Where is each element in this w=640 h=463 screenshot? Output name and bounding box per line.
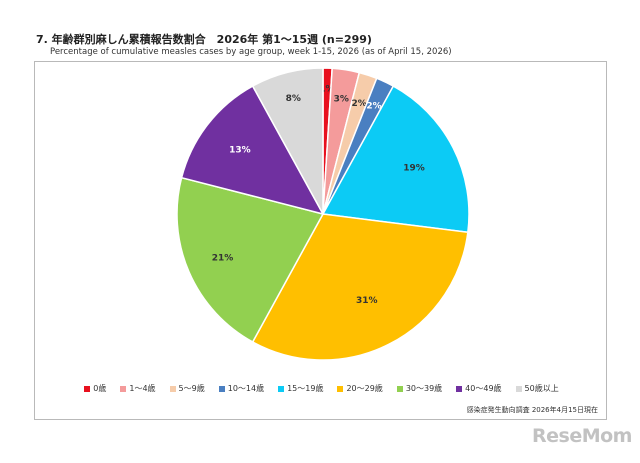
- legend-label: 30～39歳: [405, 384, 443, 393]
- pie-slice: [321, 85, 470, 234]
- legend-item: 5～9歳: [169, 383, 205, 394]
- legend-label: 0歳: [93, 384, 107, 393]
- legend-item: 40～49歳: [456, 383, 502, 394]
- legend-swatch: [84, 385, 91, 392]
- legend-swatch: [396, 385, 403, 392]
- pie-chart: 1%3% 2% 2%19%31%21%13%8%: [176, 67, 470, 361]
- legend-item: 30～39歳: [396, 383, 443, 394]
- pie-slice: [251, 213, 469, 361]
- chart-frame: 1% 3% 2% 2% 19% 31% 21% 13% 8% 0歳 1～4歳 5～9歳 10～14歳 1…: [34, 61, 607, 420]
- slice-label: 21%: [212, 253, 234, 263]
- chart-subtitle: Percentage of cumulative measles cases b…: [50, 47, 452, 57]
- legend-label: 10～14歳: [227, 384, 265, 393]
- chart-title: 7. 年齢群別麻しん累積報告数割合 2026年 第1～15週 (n=299): [36, 33, 372, 46]
- slice-label: 13%: [229, 146, 251, 156]
- slice-label: 8%: [286, 94, 301, 104]
- legend-item: 0歳: [84, 383, 106, 394]
- legend-swatch: [218, 385, 225, 392]
- slice-label: 3%: [334, 95, 349, 105]
- slice-label: 31%: [356, 296, 378, 306]
- legend-item: 1～4歳: [120, 383, 156, 394]
- legend-swatch: [278, 385, 285, 392]
- pie-slice: [251, 67, 324, 215]
- legend: 0歳 1～4歳 5～9歳 10～14歳 15～19歳 20～29歳 30～39歳 40～49歳…: [35, 383, 608, 394]
- legend-label: 15～19歳: [287, 384, 324, 393]
- brand-logo: ReseMom: [532, 425, 632, 447]
- legend-label: 20～29歳: [346, 384, 383, 393]
- legend-item: 10～14歳: [218, 383, 265, 394]
- slice-label: 2%: [366, 102, 381, 112]
- slice-label: 2%: [351, 99, 366, 109]
- pie-slice: [176, 176, 325, 343]
- slice-label: 1%: [319, 85, 334, 95]
- legend-label: 1～4歳: [129, 384, 156, 393]
- pie-slice: [180, 85, 325, 216]
- source-note: 感染症発生動向調査 2026年4月15日現在: [466, 406, 598, 414]
- legend-label: 40～49歳: [465, 384, 502, 393]
- legend-swatch: [515, 385, 522, 392]
- legend-swatch: [337, 385, 344, 392]
- legend-item: 15～19歳: [278, 383, 323, 394]
- slice-label: 19%: [403, 164, 425, 174]
- legend-item: 50歳以上: [515, 383, 559, 394]
- legend-label: 50歳以上: [524, 384, 559, 393]
- legend-item: 20～29歳: [337, 383, 383, 394]
- legend-swatch: [456, 385, 463, 392]
- legend-swatch: [169, 385, 176, 392]
- legend-label: 5～9歳: [178, 384, 205, 393]
- legend-swatch: [120, 385, 127, 392]
